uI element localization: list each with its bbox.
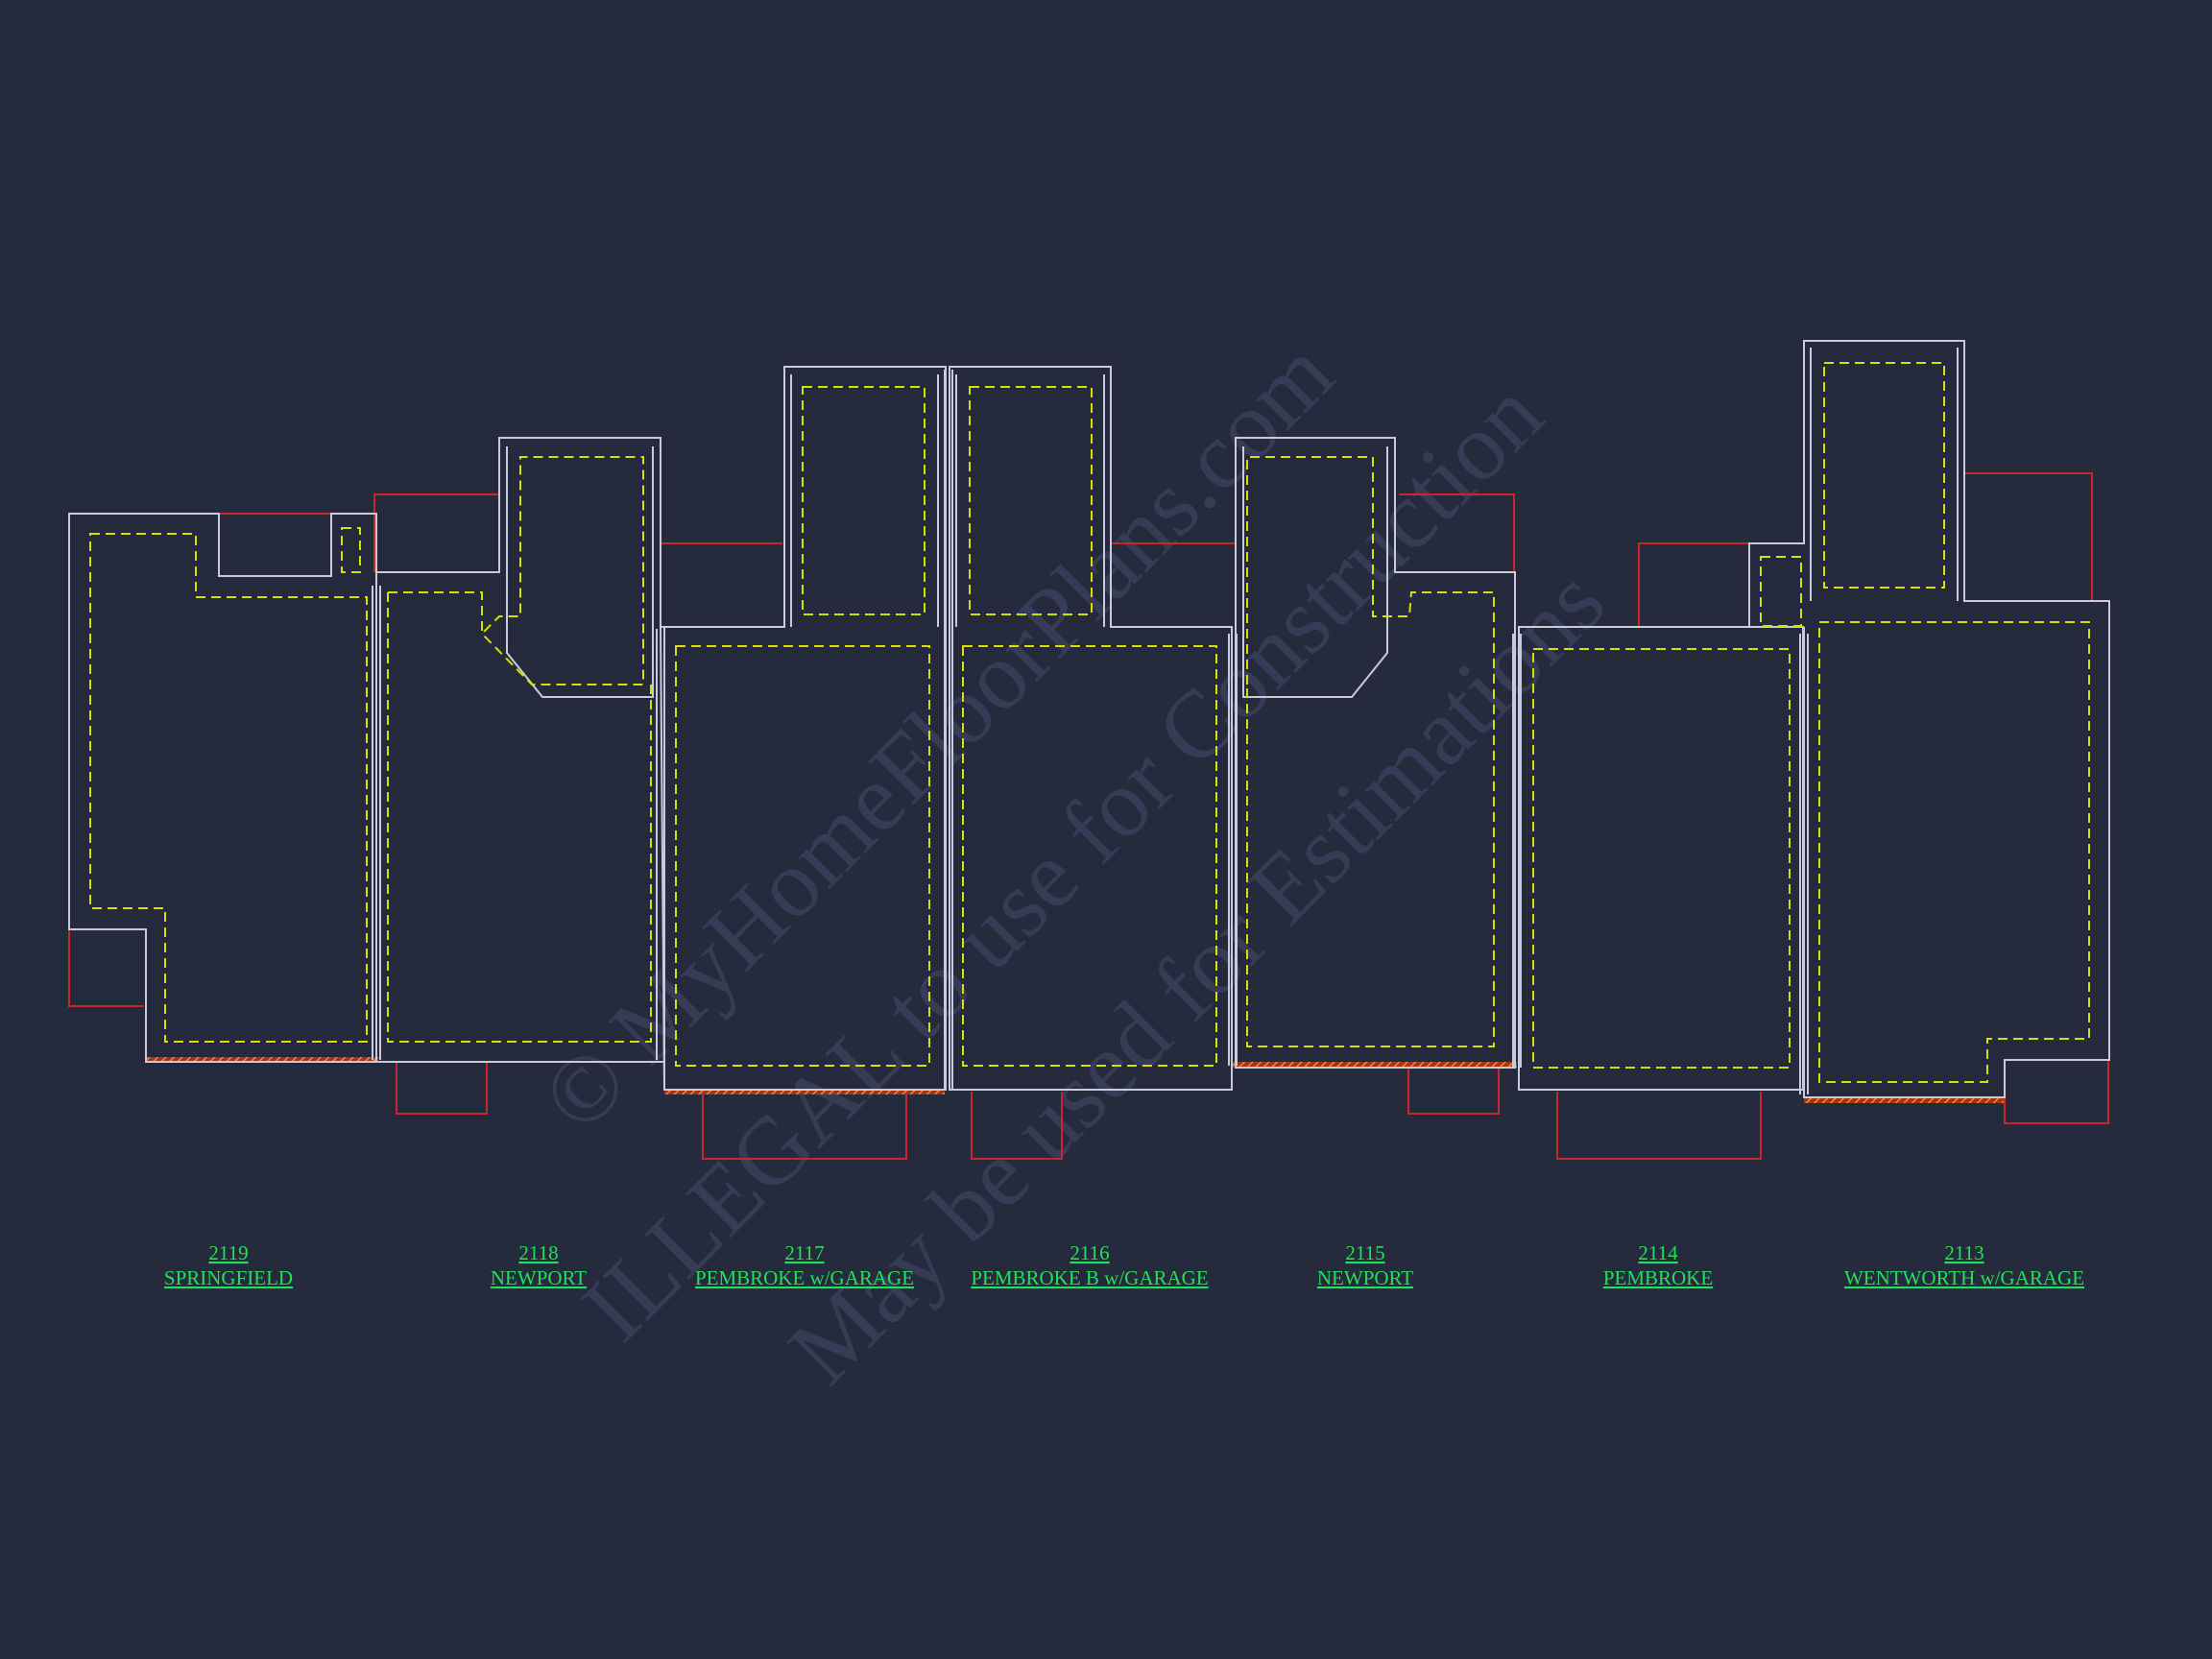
wall-2113-wing-inner (1810, 348, 1959, 601)
wall-2118-bay-inner (506, 446, 654, 698)
dashed-2117-wing (802, 386, 926, 615)
wall-2113 (1748, 340, 2110, 1098)
unit-number-2114: 2114 (1638, 1241, 1678, 1264)
party-wall-2117-2116 (944, 370, 953, 1089)
property-line-2119-left (68, 929, 144, 1007)
property-line-2117-bottom (702, 1092, 907, 1160)
party-wall-2118-2117 (656, 629, 665, 1088)
dashed-2114 (1532, 648, 1791, 1069)
property-line-2115-top (1399, 493, 1515, 572)
wall-2115-bay-inner (1242, 446, 1388, 698)
property-lines (68, 472, 2109, 1160)
dashed-2115 (1246, 456, 1495, 1047)
unit-number-2113: 2113 (1944, 1241, 1984, 1264)
dashed-2113-stair (1760, 556, 1802, 627)
unit-name-2117: PEMBROKE w/GARAGE (695, 1266, 914, 1289)
hatched-edges (146, 1057, 2004, 1103)
wall-2114 (1518, 626, 1804, 1091)
dashed-2113-wing (1823, 362, 1945, 589)
dashed-2116-wing (969, 386, 1093, 615)
wall-2117-wing-inner (790, 374, 939, 627)
hatch-2113 (1804, 1097, 2004, 1103)
dashed-2116 (962, 645, 1217, 1067)
unit-name-2116: PEMBROKE B w/GARAGE (971, 1266, 1208, 1289)
wall-2115 (1235, 437, 1516, 1069)
dashed-2113 (1818, 621, 2090, 1083)
unit-number-2117: 2117 (784, 1241, 824, 1264)
wall-2116 (949, 366, 1233, 1091)
unit-name-2113: WENTWORTH w/GARAGE (1844, 1266, 2084, 1289)
wall-outlines (68, 340, 2110, 1098)
wall-2119 (68, 513, 377, 1063)
unit-name-2115: NEWPORT (1317, 1266, 1413, 1289)
unit-name-2119: SPRINGFIELD (164, 1266, 293, 1289)
hatch-2117 (664, 1089, 945, 1094)
watermark-line-2: ILLEGAL to use for Construction (562, 360, 1562, 1360)
unit-number-2119: 2119 (208, 1241, 248, 1264)
hatch-2115 (1231, 1062, 1517, 1068)
property-line-2113-bottom (2004, 1060, 2109, 1124)
dashed-2117 (675, 645, 930, 1067)
wall-2116-wing-inner (955, 374, 1105, 627)
party-wall-2116-2115 (1228, 634, 1238, 1066)
party-wall-2119-2118 (372, 586, 381, 1060)
property-line-2118-top (373, 493, 499, 572)
party-wall-2114-2113 (1799, 634, 1809, 1094)
unit-number-2116: 2116 (1070, 1241, 1109, 1264)
party-wall-2115-2114 (1512, 634, 1522, 1068)
property-line-2119-top (219, 513, 332, 576)
property-line-2118-bottom (396, 1063, 488, 1115)
foundation-dashed-lines (89, 362, 2090, 1083)
dashed-2119-stair (341, 527, 361, 573)
hatch-2119 (146, 1057, 378, 1063)
unit-number-2115: 2115 (1345, 1241, 1384, 1264)
unit-number-2118: 2118 (518, 1241, 558, 1264)
dashed-2118 (387, 456, 652, 1043)
unit-labels: 2119 SPRINGFIELD 2118 NEWPORT 2117 PEMBR… (164, 1241, 2084, 1289)
property-line-2114-top (1638, 542, 1749, 626)
property-line-2114-bottom (1556, 1092, 1762, 1160)
dashed-2119 (89, 533, 368, 1043)
unit-name-2118: NEWPORT (491, 1266, 587, 1289)
property-line-2113-top (1964, 472, 2093, 601)
property-line-2115-bottom (1407, 1063, 1500, 1115)
unit-name-2114: PEMBROKE (1603, 1266, 1713, 1289)
property-line-2116-bottom (971, 1092, 1063, 1160)
